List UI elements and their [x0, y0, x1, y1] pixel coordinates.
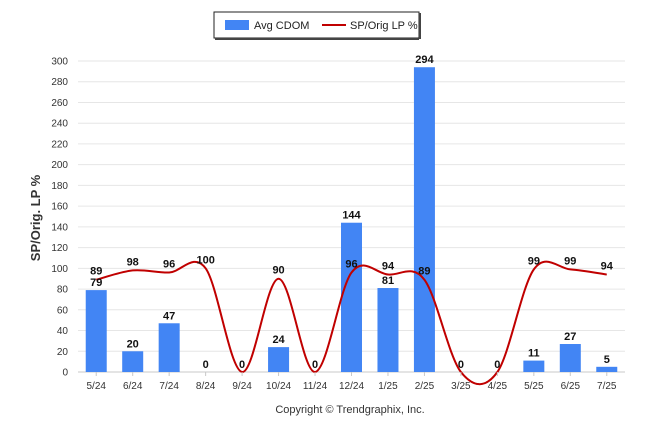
line-value-label: 96 [345, 258, 357, 270]
x-tick-label: 6/25 [561, 381, 581, 392]
bar-value-label: 27 [564, 331, 576, 343]
y-tick-label: 180 [51, 181, 68, 192]
bar[interactable] [268, 347, 290, 372]
y-tick-label: 160 [51, 202, 68, 213]
line-value-label: 94 [601, 261, 614, 273]
bar-value-label: 79 [90, 277, 102, 289]
data-labels: 79 20 47 0 0 24 0 144 81 294 0 0 11 27 5 89 98 96 100 90 96 9… [90, 54, 614, 371]
bar-value-label: 294 [415, 54, 434, 66]
x-tick-label: 5/24 [86, 381, 106, 392]
x-tick-label: 9/24 [232, 381, 252, 392]
y-tick-label: 60 [57, 305, 69, 316]
y-tick-label: 80 [57, 285, 69, 296]
x-tick-label: 8/24 [196, 381, 216, 392]
x-tick-label: 4/25 [488, 381, 508, 392]
line-value-label: 94 [382, 261, 395, 273]
bar-value-label: 5 [604, 354, 610, 366]
x-tick-label: 7/24 [159, 381, 179, 392]
bar-value-label: 47 [163, 310, 175, 322]
bar[interactable] [559, 344, 581, 372]
bar[interactable] [377, 288, 399, 372]
line-value-label: 98 [127, 256, 139, 268]
bar[interactable] [413, 67, 435, 372]
y-tick-label: 240 [51, 119, 68, 130]
bar[interactable] [122, 351, 144, 372]
y-tick-label: 120 [51, 243, 68, 254]
x-tick-label: 12/24 [339, 381, 364, 392]
bar[interactable] [341, 222, 362, 372]
legend-label-avg-cdom: Avg CDOM [254, 20, 309, 32]
y-tick-label: 0 [62, 368, 68, 379]
line-value-label: 99 [564, 255, 576, 267]
y-tick-label: 40 [57, 326, 69, 337]
legend-swatch-bar [225, 20, 249, 30]
bars [85, 67, 618, 372]
y-tick-label: 100 [51, 264, 68, 275]
x-tick-label: 10/24 [266, 381, 291, 392]
x-tick-label: 7/25 [597, 381, 617, 392]
y-tick-label: 20 [57, 347, 69, 358]
bar-value-label: 144 [342, 210, 361, 222]
bar-value-label: 24 [272, 334, 285, 346]
bar-value-label: 0 [312, 359, 318, 371]
line-value-label: 89 [90, 266, 102, 278]
line-value-label: 99 [528, 255, 540, 267]
bar[interactable] [85, 290, 107, 372]
y-tick-label: 260 [51, 98, 68, 109]
bar-value-label: 0 [458, 359, 464, 371]
y-tick-label: 200 [51, 160, 68, 171]
x-tick-label: 3/25 [451, 381, 471, 392]
line-value-label: 100 [196, 254, 214, 266]
x-tick-label: 11/24 [303, 381, 328, 392]
line-value-label: 89 [418, 266, 430, 278]
legend[interactable]: Avg CDOM SP/Orig LP % [213, 11, 421, 40]
bar-value-label: 0 [494, 359, 500, 371]
y-tick-label: 220 [51, 139, 68, 150]
bar-value-label: 11 [528, 348, 540, 360]
y-tick-label: 280 [51, 77, 68, 88]
line-value-label: 96 [163, 258, 175, 270]
sp-orig-line[interactable] [95, 260, 607, 386]
y-axis-ticks: 0 20 40 60 80 100 120 140 160 180 200 220 240 260 280 3… [51, 57, 68, 379]
x-tick-label: 6/24 [123, 381, 143, 392]
bar-value-label: 0 [203, 359, 209, 371]
bar[interactable] [523, 360, 545, 372]
x-tick-label: 2/25 [415, 381, 435, 392]
legend-item-avg-cdom[interactable]: Avg CDOM [225, 20, 309, 32]
bar-value-label: 81 [382, 275, 394, 287]
legend-label-sp-orig: SP/Orig LP % [350, 20, 418, 32]
bar-value-label: 20 [127, 338, 139, 350]
y-axis-label: SP/Orig. LP % [28, 174, 43, 261]
line-value-label: 90 [272, 265, 284, 277]
x-tick-label: 5/25 [524, 381, 544, 392]
y-tick-label: 300 [51, 57, 68, 68]
x-tick-label: 1/25 [378, 381, 398, 392]
line-series [95, 260, 607, 386]
bar[interactable] [596, 366, 618, 372]
bar-value-label: 0 [239, 359, 245, 371]
x-axis-ticks: 5/24 6/24 7/24 8/24 9/24 10/24 11/24 12/24 1/25 2… [86, 372, 617, 392]
y-tick-label: 140 [51, 222, 68, 233]
legend-item-sp-orig[interactable]: SP/Orig LP % [322, 20, 418, 32]
copyright-credit: Copyright © Trendgraphix, Inc. [275, 404, 424, 416]
bar[interactable] [158, 323, 180, 372]
